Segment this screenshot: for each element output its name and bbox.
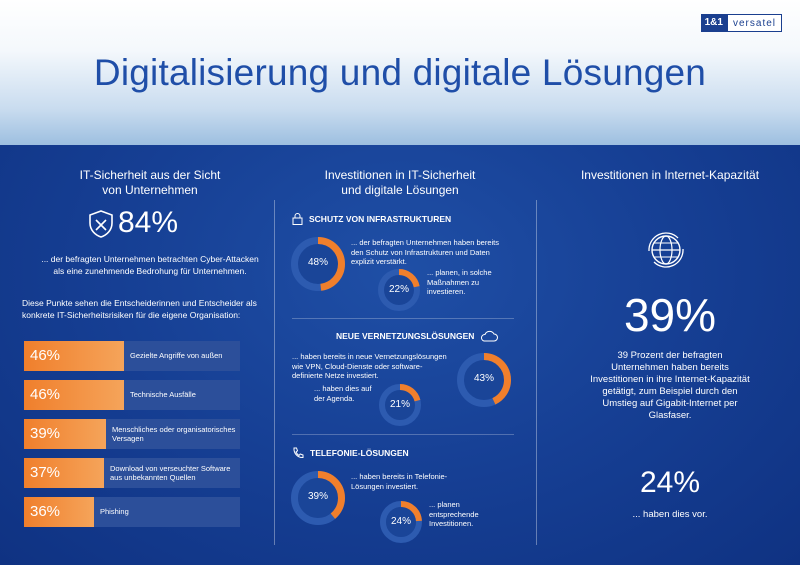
brand-logo-box: 1&1 [700,14,727,32]
donut-center [385,390,415,420]
donut-arc [457,353,511,407]
col1-intro: Diese Punkte sehen die Entscheiderinnen … [22,298,257,320]
donut-arc [379,384,421,426]
section-head-networking: NEUE VERNETZUNGSLÖSUNGEN [336,330,499,342]
col2-title: Investitionen in IT-Sicherheit und digit… [324,168,476,197]
risk-label: Gezielte Angriffe von außen [124,341,240,371]
brand-logo-text: versatel [726,14,782,32]
col3-big-percent: 39% [623,289,717,341]
donut-text: ... haben bereits in neue Vernetzungslös… [292,352,447,380]
risk-percent: 46% [24,380,124,410]
section-head-infrastructure: SCHUTZ VON INFRASTRUKTUREN [292,213,451,225]
divider-right [536,200,537,545]
donut-chart [380,501,422,543]
donut-chart [291,237,345,291]
cloud-icon [481,330,499,342]
donut-arc [380,501,422,543]
risk-row: 39% Menschliches oder organisatorisches … [24,419,240,449]
donut-center [464,360,504,400]
risk-percent: 37% [24,458,104,488]
donut-value: 48% [307,257,328,268]
risk-percent: 39% [24,419,106,449]
donut-center [298,244,338,284]
globe-icon [648,232,684,268]
donut-arc [291,237,345,291]
section-head-label: NEUE VERNETZUNGSLÖSUNGEN [336,331,475,341]
risk-label: Technische Ausfälle [124,380,240,410]
phone-icon [293,447,304,459]
donut-value: 24% [390,516,411,527]
section-divider [292,318,514,319]
donut-chart [291,471,345,525]
col3-title: Investitionen in Internet-Kapazität [580,168,760,182]
donut-center [384,275,414,305]
col3-description: 39 Prozent der befragten Unternehmen hab… [590,350,750,421]
section-head-label: SCHUTZ VON INFRASTRUKTUREN [309,214,452,224]
section-head-label: TELEFONIE-LÖSUNGEN [310,448,409,458]
donut-chart [378,269,420,311]
header-banner: 1&1 versatel Digitalisierung und digital… [0,0,800,145]
donut-arc [291,471,345,525]
donut-center [298,478,338,518]
donut-text: ... der befragten Unternehmen haben bere… [351,238,500,266]
risk-percent: 36% [24,497,94,527]
risk-label: Phishing [94,497,240,527]
donut-text: ... planen, in solche Maßnahmen zu inves… [427,268,492,296]
donut-text: ... planen entsprechende Investitionen. [429,500,479,528]
donut-center [386,507,416,537]
section-head-telephony: TELEFONIE-LÖSUNGEN [292,447,409,459]
donut-arc [378,269,420,311]
donut-value: 43% [473,373,494,384]
risk-row: 36% Phishing [24,497,240,527]
col3-big-percent-2: 24% [639,466,701,499]
brand-logo: 1&1 versatel [700,14,782,32]
donut-chart [379,384,421,426]
risk-row: 46% Technische Ausfälle [24,380,240,410]
shield-icon [89,210,113,238]
donut-value: 39% [307,491,328,502]
page-title: Digitalisierung und digitale Lösungen [93,52,707,93]
donut-value: 21% [389,399,410,410]
col1-title: IT-Sicherheit aus der Sicht von Unterneh… [79,168,221,197]
risk-label: Download von verseuchter Software aus un… [104,458,240,488]
risk-label: Menschliches oder organisatorisches Vers… [106,419,240,449]
donut-text: ... haben bereits in Telefonie-Lösungen … [351,472,448,491]
lock-icon [292,213,303,225]
risk-percent: 46% [24,341,124,371]
donut-text: ... haben dies auf der Agenda. [314,384,372,403]
col3-description-2: ... haben dies vor. [632,509,708,520]
risk-row: 46% Gezielte Angriffe von außen [24,341,240,371]
donut-chart [457,353,511,407]
divider-left [274,200,275,545]
col1-big-percent: 84% [118,206,179,239]
donut-value: 22% [388,284,409,295]
col1-description: ... der befragten Unternehmen betrachten… [41,254,259,276]
section-divider [292,434,514,435]
risk-row: 37% Download von verseuchter Software au… [24,458,240,488]
